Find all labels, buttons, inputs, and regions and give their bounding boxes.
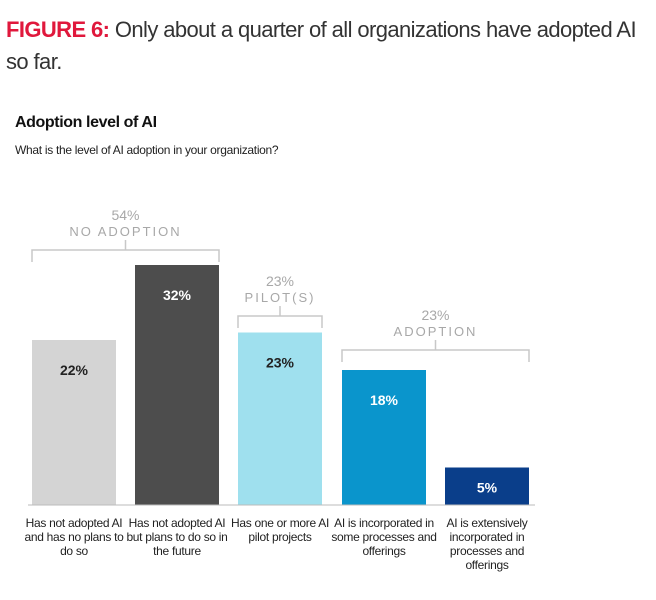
category-label: Has not adopted AI but plans to do so in… xyxy=(126,516,228,558)
group-label: ADOPTION xyxy=(394,324,478,339)
data-label: 5% xyxy=(477,480,498,496)
group-value: 23% xyxy=(266,273,294,289)
group-bracket xyxy=(31,240,220,262)
bar xyxy=(32,340,116,505)
bar xyxy=(445,467,529,505)
group-value: 23% xyxy=(421,307,449,323)
group-label: PILOT(S) xyxy=(245,290,316,305)
category-label: Has one or more AI pilot projects xyxy=(231,516,329,544)
category-label: Has not adopted AI and has no plans to d… xyxy=(24,516,124,558)
chart-title: Adoption level of AI xyxy=(15,114,157,131)
bar xyxy=(135,265,219,505)
bar xyxy=(238,332,322,505)
figure-text: Only about a quarter of all organization… xyxy=(6,17,637,74)
figure-number: FIGURE 6: xyxy=(6,17,110,42)
bar xyxy=(342,370,426,505)
data-label: 22% xyxy=(60,362,89,378)
group-label: NO ADOPTION xyxy=(69,224,181,239)
data-label: 32% xyxy=(163,287,192,303)
figure-caption: FIGURE 6: Only about a quarter of all or… xyxy=(6,14,656,78)
group-bracket xyxy=(341,340,530,362)
chart-subtitle: What is the level of AI adoption in your… xyxy=(15,143,279,157)
data-label: 23% xyxy=(266,355,295,371)
category-label: AI is extensively incorporated in proces… xyxy=(446,516,528,572)
data-label: 18% xyxy=(370,392,399,408)
category-label: AI is incorporated in some processes and… xyxy=(331,516,437,558)
group-bracket xyxy=(237,306,323,328)
group-value: 54% xyxy=(111,207,139,223)
